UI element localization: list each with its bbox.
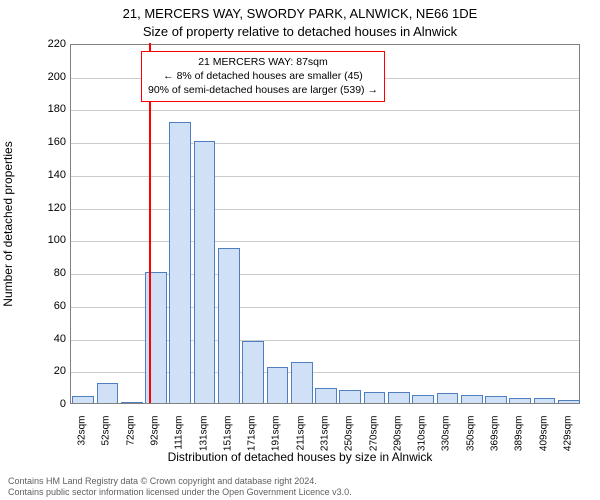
histogram-bar <box>461 395 483 403</box>
histogram-bar <box>388 392 410 403</box>
x-tick-label: 350sqm <box>465 416 476 466</box>
x-tick-label: 389sqm <box>514 416 525 466</box>
x-tick-label: 92sqm <box>150 416 161 466</box>
chart-title-line1: 21, MERCERS WAY, SWORDY PARK, ALNWICK, N… <box>0 6 600 21</box>
x-tick-label: 211sqm <box>295 416 306 466</box>
histogram-bar <box>315 388 337 403</box>
y-tick-label: 140 <box>48 169 66 181</box>
histogram-bar <box>218 248 240 403</box>
gridline <box>71 143 579 144</box>
y-tick-label: 100 <box>48 234 66 246</box>
x-tick-label: 409sqm <box>538 416 549 466</box>
histogram-bar <box>339 390 361 403</box>
histogram-bar <box>145 272 167 403</box>
gridline <box>71 176 579 177</box>
gridline <box>71 209 579 210</box>
y-axis-label: Number of detached properties <box>1 141 15 306</box>
annotation-line3: 90% of semi-detached houses are larger (… <box>148 83 378 97</box>
histogram-bar <box>534 398 556 403</box>
histogram-bar <box>194 141 216 403</box>
footer-line1: Contains HM Land Registry data © Crown c… <box>8 476 352 487</box>
y-tick-label: 80 <box>54 267 66 279</box>
y-tick-label: 200 <box>48 71 66 83</box>
x-tick-label: 270sqm <box>368 416 379 466</box>
x-tick-label: 131sqm <box>198 416 209 466</box>
gridline <box>71 241 579 242</box>
x-tick-label: 330sqm <box>441 416 452 466</box>
histogram-bar <box>412 395 434 403</box>
y-tick-label: 20 <box>54 365 66 377</box>
histogram-bar <box>72 396 94 403</box>
chart-title-line2: Size of property relative to detached ho… <box>0 24 600 39</box>
y-tick-label: 0 <box>60 398 66 410</box>
histogram-bar <box>267 367 289 403</box>
histogram-bar <box>364 392 386 403</box>
histogram-bar <box>437 393 459 403</box>
y-tick-label: 160 <box>48 136 66 148</box>
x-tick-label: 72sqm <box>125 416 136 466</box>
x-tick-label: 231sqm <box>320 416 331 466</box>
gridline <box>71 110 579 111</box>
annotation-box: 21 MERCERS WAY: 87sqm ← 8% of detached h… <box>141 51 385 102</box>
x-tick-label: 151sqm <box>222 416 233 466</box>
annotation-line2: ← 8% of detached houses are smaller (45) <box>148 69 378 83</box>
x-tick-label: 32sqm <box>77 416 88 466</box>
histogram-bar <box>291 362 313 403</box>
histogram-bar <box>97 383 119 403</box>
x-tick-label: 171sqm <box>247 416 258 466</box>
x-tick-label: 250sqm <box>344 416 355 466</box>
annotation-line1: 21 MERCERS WAY: 87sqm <box>148 55 378 69</box>
y-tick-label: 120 <box>48 202 66 214</box>
x-tick-label: 429sqm <box>562 416 573 466</box>
histogram-bar <box>558 400 580 403</box>
x-tick-label: 191sqm <box>271 416 282 466</box>
x-tick-label: 290sqm <box>392 416 403 466</box>
y-tick-label: 60 <box>54 300 66 312</box>
y-tick-label: 220 <box>48 38 66 50</box>
histogram-bar <box>169 122 191 403</box>
histogram-bar <box>485 396 507 403</box>
y-tick-label: 180 <box>48 103 66 115</box>
x-tick-label: 52sqm <box>101 416 112 466</box>
histogram-bar <box>509 398 531 403</box>
x-tick-label: 310sqm <box>417 416 428 466</box>
footer-attribution: Contains HM Land Registry data © Crown c… <box>8 476 352 499</box>
x-tick-label: 369sqm <box>490 416 501 466</box>
chart-plot-area: 21 MERCERS WAY: 87sqm ← 8% of detached h… <box>70 44 580 404</box>
footer-line2: Contains public sector information licen… <box>8 487 352 498</box>
histogram-bar <box>121 402 143 403</box>
x-tick-label: 111sqm <box>174 416 185 466</box>
y-tick-label: 40 <box>54 333 66 345</box>
histogram-bar <box>242 341 264 403</box>
